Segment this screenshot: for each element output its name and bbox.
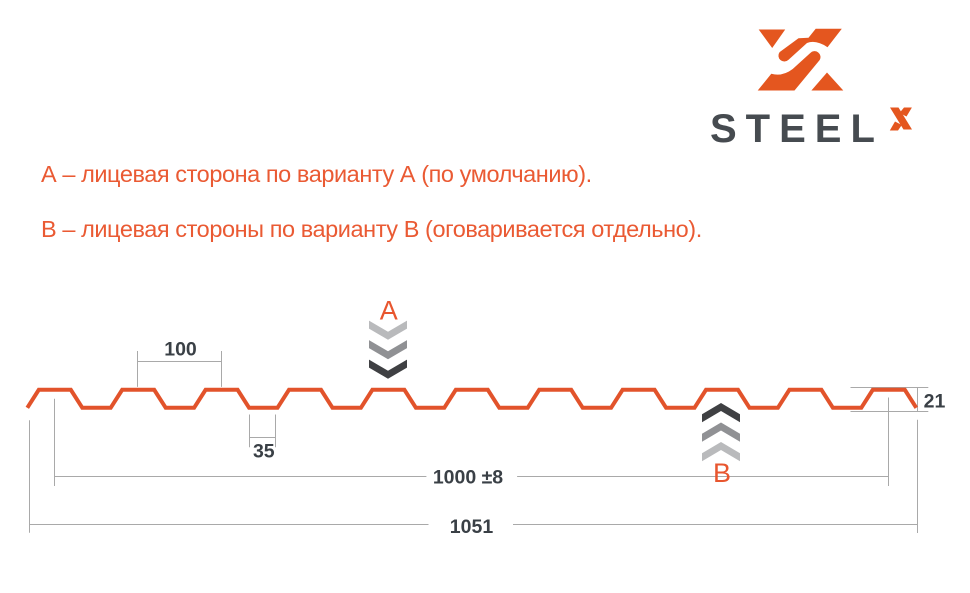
svg-text:A: A — [380, 296, 398, 326]
svg-text:А – лицевая сторона по вариант: А – лицевая сторона по варианту А (по ум… — [41, 161, 592, 187]
svg-text:B: B — [713, 458, 731, 488]
svg-text:35: 35 — [253, 441, 275, 463]
svg-text:100: 100 — [164, 338, 197, 360]
svg-text:1051: 1051 — [450, 516, 494, 538]
svg-text:В – лицевая стороны по вариант: В – лицевая стороны по варианту В (огова… — [41, 216, 702, 242]
svg-text:STEEL: STEEL — [710, 107, 884, 151]
svg-text:1000 ±8: 1000 ±8 — [433, 466, 503, 488]
svg-text:21: 21 — [924, 391, 946, 413]
